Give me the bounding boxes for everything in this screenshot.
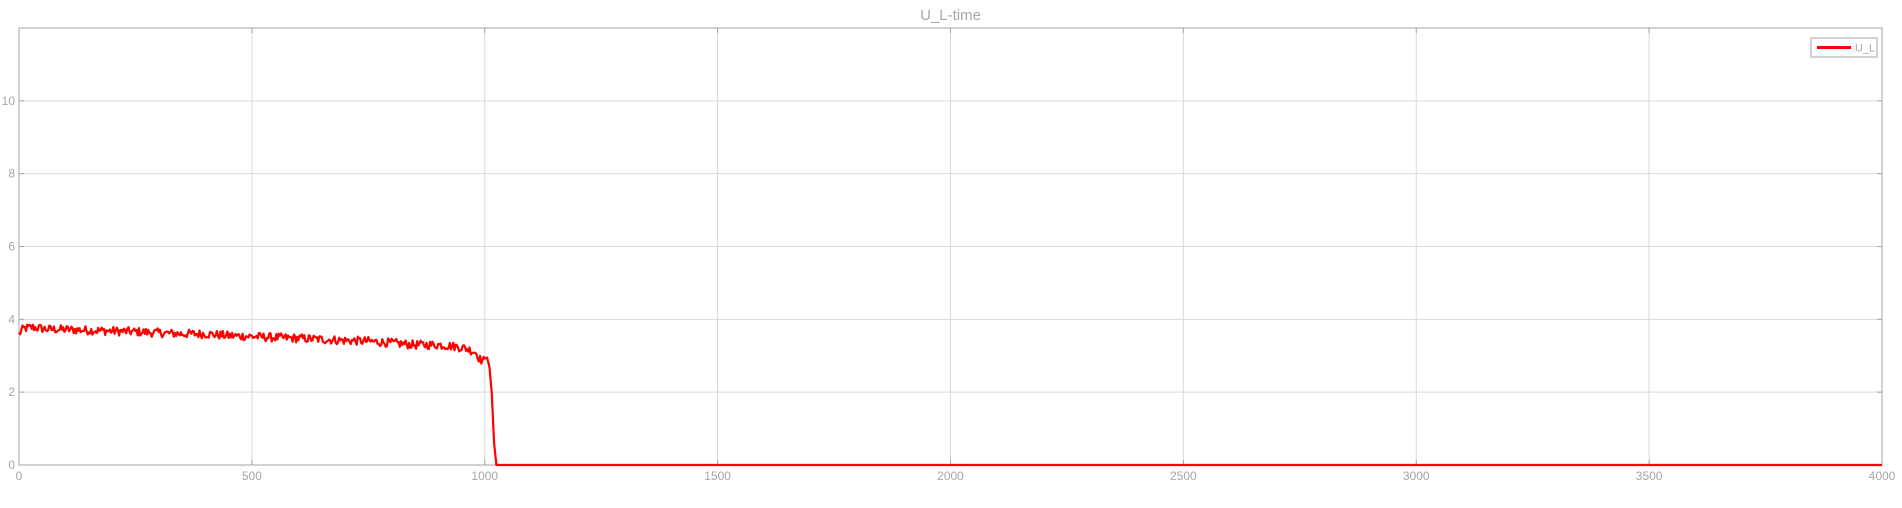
x-tick-label-1: 500 — [242, 469, 262, 483]
chart-title: U_L-time — [920, 7, 981, 24]
x-tick-label-3: 1500 — [704, 469, 731, 483]
legend-label-u-l: U_L — [1855, 43, 1875, 55]
grid-lines — [19, 28, 1882, 465]
y-tick-label-5: 10 — [2, 94, 16, 108]
series-layer — [18, 323, 1882, 467]
axis-ticks: 0 500 1000 1500 2000 2500 3000 3500 4000 0 2 4 6 8 10 — [2, 28, 1896, 483]
x-tick-label-8: 4000 — [1869, 469, 1896, 483]
x-tick-label-0: 0 — [16, 469, 23, 483]
y-tick-label-1: 2 — [8, 385, 15, 399]
y-tick-label-0: 0 — [8, 458, 15, 472]
x-tick-label-4: 2000 — [937, 469, 964, 483]
x-tick-label-7: 3500 — [1636, 469, 1663, 483]
y-tick-label-2: 4 — [8, 312, 15, 326]
y-tick-label-4: 8 — [8, 167, 15, 181]
y-tick-label-3: 6 — [8, 240, 15, 254]
x-tick-label-2: 1000 — [471, 469, 498, 483]
x-tick-label-5: 2500 — [1170, 469, 1197, 483]
series-line-u-l — [18, 323, 1882, 467]
x-tick-label-6: 3000 — [1403, 469, 1430, 483]
legend: U_L — [1810, 37, 1878, 58]
